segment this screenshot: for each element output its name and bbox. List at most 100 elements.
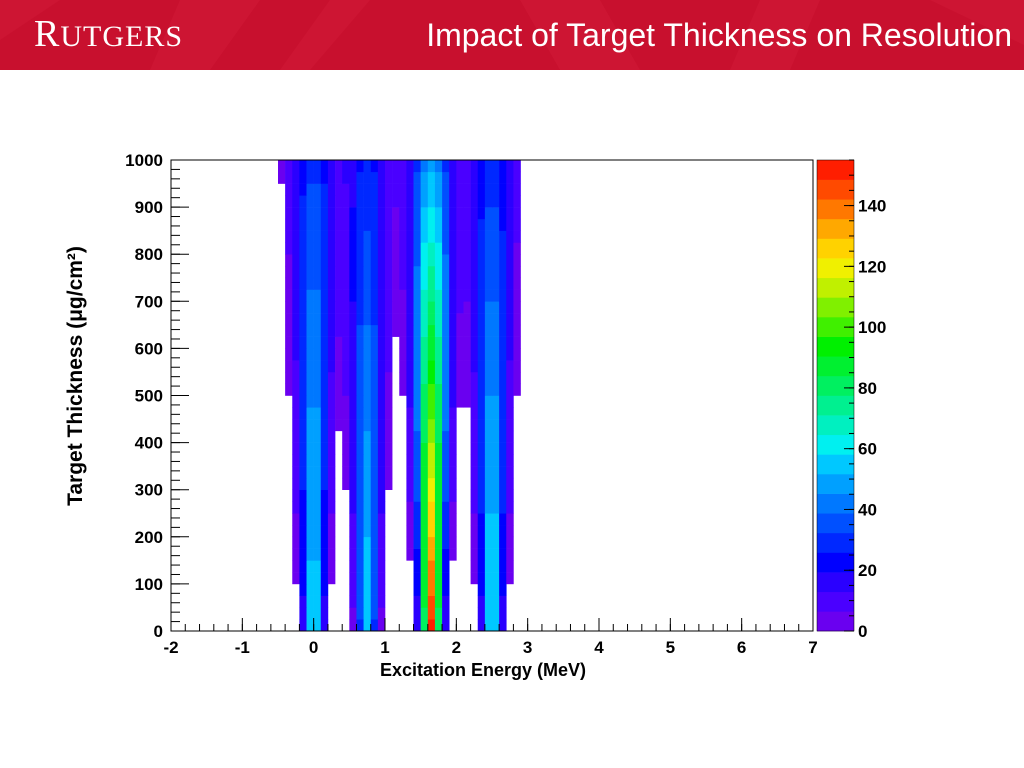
heatmap-cell: [349, 265, 357, 279]
heatmap-cell: [313, 525, 322, 538]
heatmap-cell: [313, 607, 322, 620]
heatmap-cell: [320, 289, 329, 302]
heatmap-cell: [456, 348, 464, 361]
heatmap-cell: [377, 207, 386, 220]
heatmap-cell: [299, 583, 307, 596]
heatmap-cell: [392, 207, 400, 220]
x-tick-label: 5: [666, 638, 675, 657]
colorbar-segment: [817, 356, 854, 377]
heatmap-cell: [327, 466, 336, 479]
heatmap-cell: [413, 301, 421, 314]
heatmap-cell: [327, 489, 336, 502]
heatmap-cell: [370, 430, 379, 443]
heatmap-cell: [285, 277, 293, 290]
heatmap-cell: [342, 230, 350, 243]
heatmap-cell: [449, 466, 457, 479]
heatmap-cell: [299, 183, 307, 196]
heatmap-cell: [442, 183, 450, 196]
heatmap-cell: [377, 454, 386, 467]
heatmap-cell: [484, 442, 493, 455]
heatmap-cell: [306, 336, 314, 349]
heatmap-cell: [484, 619, 493, 632]
heatmap-cell: [392, 183, 400, 196]
heatmap-cell: [285, 324, 293, 337]
heatmap-cell: [320, 277, 329, 290]
heatmap-cell: [499, 336, 507, 349]
heatmap-cell: [420, 489, 429, 502]
heatmap-cell: [484, 371, 493, 385]
heatmap-cell: [499, 525, 507, 538]
heatmap-cell: [420, 195, 429, 208]
heatmap-cell: [470, 466, 479, 479]
heatmap-cell: [484, 265, 493, 279]
heatmap-cell: [349, 218, 357, 231]
heatmap-cell: [356, 407, 364, 420]
heatmap-cell: [335, 348, 343, 361]
heatmap-cell: [477, 265, 486, 279]
heatmap-cell: [442, 289, 450, 302]
heatmap-cell: [299, 230, 307, 243]
colorbar-segment: [817, 238, 854, 259]
heatmap-cell: [363, 395, 372, 408]
heatmap-cell: [499, 430, 507, 443]
heatmap-cell: [342, 442, 350, 455]
heatmap-cell: [327, 348, 336, 361]
heatmap-cell: [492, 289, 500, 302]
heatmap-cell: [492, 442, 500, 455]
heatmap-cell: [420, 171, 429, 184]
heatmap-cell: [413, 183, 421, 196]
heatmap-cell: [320, 466, 329, 479]
heatmap-cell: [306, 560, 314, 573]
heatmap-cell: [442, 360, 450, 373]
heatmap-cell: [477, 560, 486, 573]
heatmap-cell: [313, 171, 322, 184]
y-axis-label: Target Thickness (μg/cm²): [64, 246, 87, 506]
heatmap-cell: [285, 313, 293, 326]
heatmap-cell: [377, 419, 386, 432]
heatmap-cell: [363, 336, 372, 349]
x-tick-label: 7: [808, 638, 817, 657]
heatmap-cell: [427, 466, 436, 479]
heatmap-cell: [313, 477, 322, 490]
heatmap-cell: [470, 324, 479, 337]
heatmap-cell: [299, 619, 307, 632]
heatmap-cell: [313, 430, 322, 443]
heatmap-cell: [327, 218, 336, 231]
heatmap-cell: [370, 348, 379, 361]
heatmap-cell: [499, 289, 507, 302]
heatmap-cell: [470, 513, 479, 526]
heatmap-cell: [434, 242, 443, 255]
heatmap-cell: [434, 466, 443, 479]
heatmap-cell: [313, 324, 322, 337]
heatmap-cell: [449, 371, 457, 385]
heatmap-cell: [492, 536, 500, 549]
heatmap-cell: [492, 619, 500, 632]
colorbar-segment: [817, 199, 854, 220]
heatmap-cell: [313, 419, 322, 432]
heatmap-cell: [363, 207, 372, 220]
heatmap-cell: [306, 195, 314, 208]
heatmap-cell: [413, 395, 421, 408]
heatmap-cell: [420, 301, 429, 314]
heatmap-cell: [434, 442, 443, 455]
heatmap-cell: [377, 171, 386, 184]
heatmap-cell: [385, 313, 393, 326]
heatmap-cell: [299, 572, 307, 585]
heatmap-cell: [306, 230, 314, 243]
heatmap-cell: [363, 242, 372, 255]
heatmap-cell: [420, 595, 429, 608]
heatmap-cell: [449, 195, 457, 208]
heatmap-cell: [313, 442, 322, 455]
heatmap-cell: [320, 430, 329, 443]
heatmap-cell: [399, 313, 407, 326]
heatmap-cell: [385, 383, 393, 396]
heatmap-cell: [285, 348, 293, 361]
heatmap-cell: [463, 171, 471, 184]
heatmap-cell: [406, 171, 414, 184]
heatmap-cell: [406, 195, 414, 208]
heatmap-cell: [377, 583, 386, 596]
heatmap-cell: [370, 277, 379, 290]
heatmap-cell: [377, 430, 386, 443]
heatmap-cell: [442, 207, 450, 220]
heatmap-cell: [477, 536, 486, 549]
